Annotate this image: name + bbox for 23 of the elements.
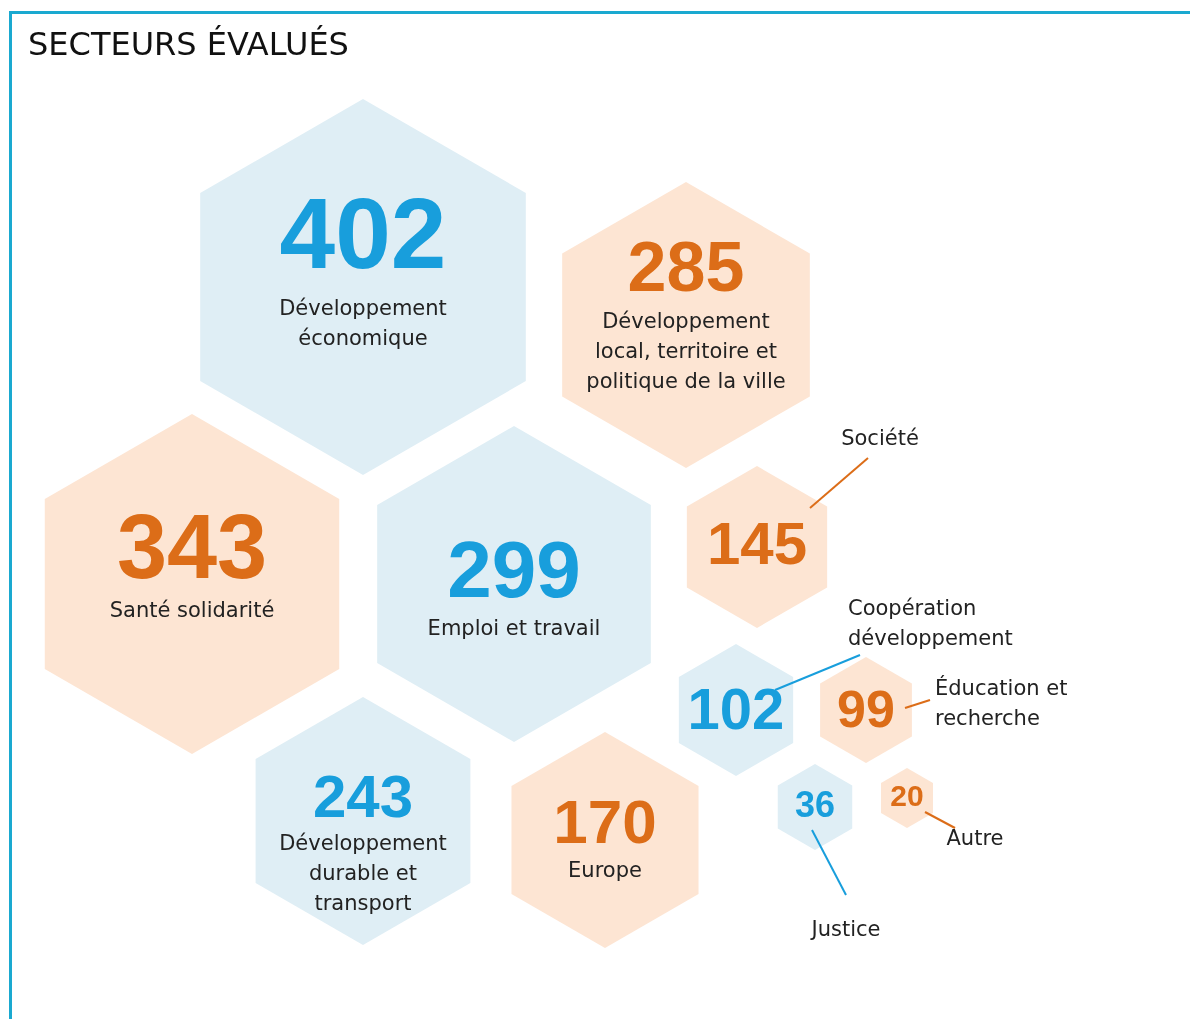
- data-label: 243: [312, 762, 414, 830]
- data-label: 20: [890, 779, 924, 813]
- category-label: Développement local, territoire et politique de la ville: [586, 309, 786, 394]
- category-label: Éducation et recherche: [935, 675, 1068, 731]
- category-label: Europe: [568, 858, 642, 883]
- data-label: 145: [706, 509, 808, 577]
- data-label: 402: [279, 176, 447, 289]
- text: SECTEURS ÉVALUÉS: [28, 25, 349, 64]
- category-label: Coopération développement: [848, 596, 1013, 651]
- data-label: 36: [794, 783, 836, 825]
- category-label: Autre: [946, 826, 1004, 851]
- data-label: 170: [553, 787, 657, 857]
- category-label: Emploi et travail: [427, 616, 601, 641]
- category-label: Santé solidarité: [109, 598, 275, 623]
- data-label: 102: [687, 676, 785, 741]
- data-label: 343: [116, 496, 268, 597]
- category-label: Développement durable et transport: [279, 831, 447, 916]
- category-label: Développement économique: [279, 296, 447, 351]
- category-label: Justice: [809, 917, 881, 942]
- category-label: Société: [841, 426, 919, 451]
- data-label: 99: [837, 680, 895, 739]
- data-label: 285: [627, 228, 745, 307]
- data-label: 299: [447, 525, 581, 615]
